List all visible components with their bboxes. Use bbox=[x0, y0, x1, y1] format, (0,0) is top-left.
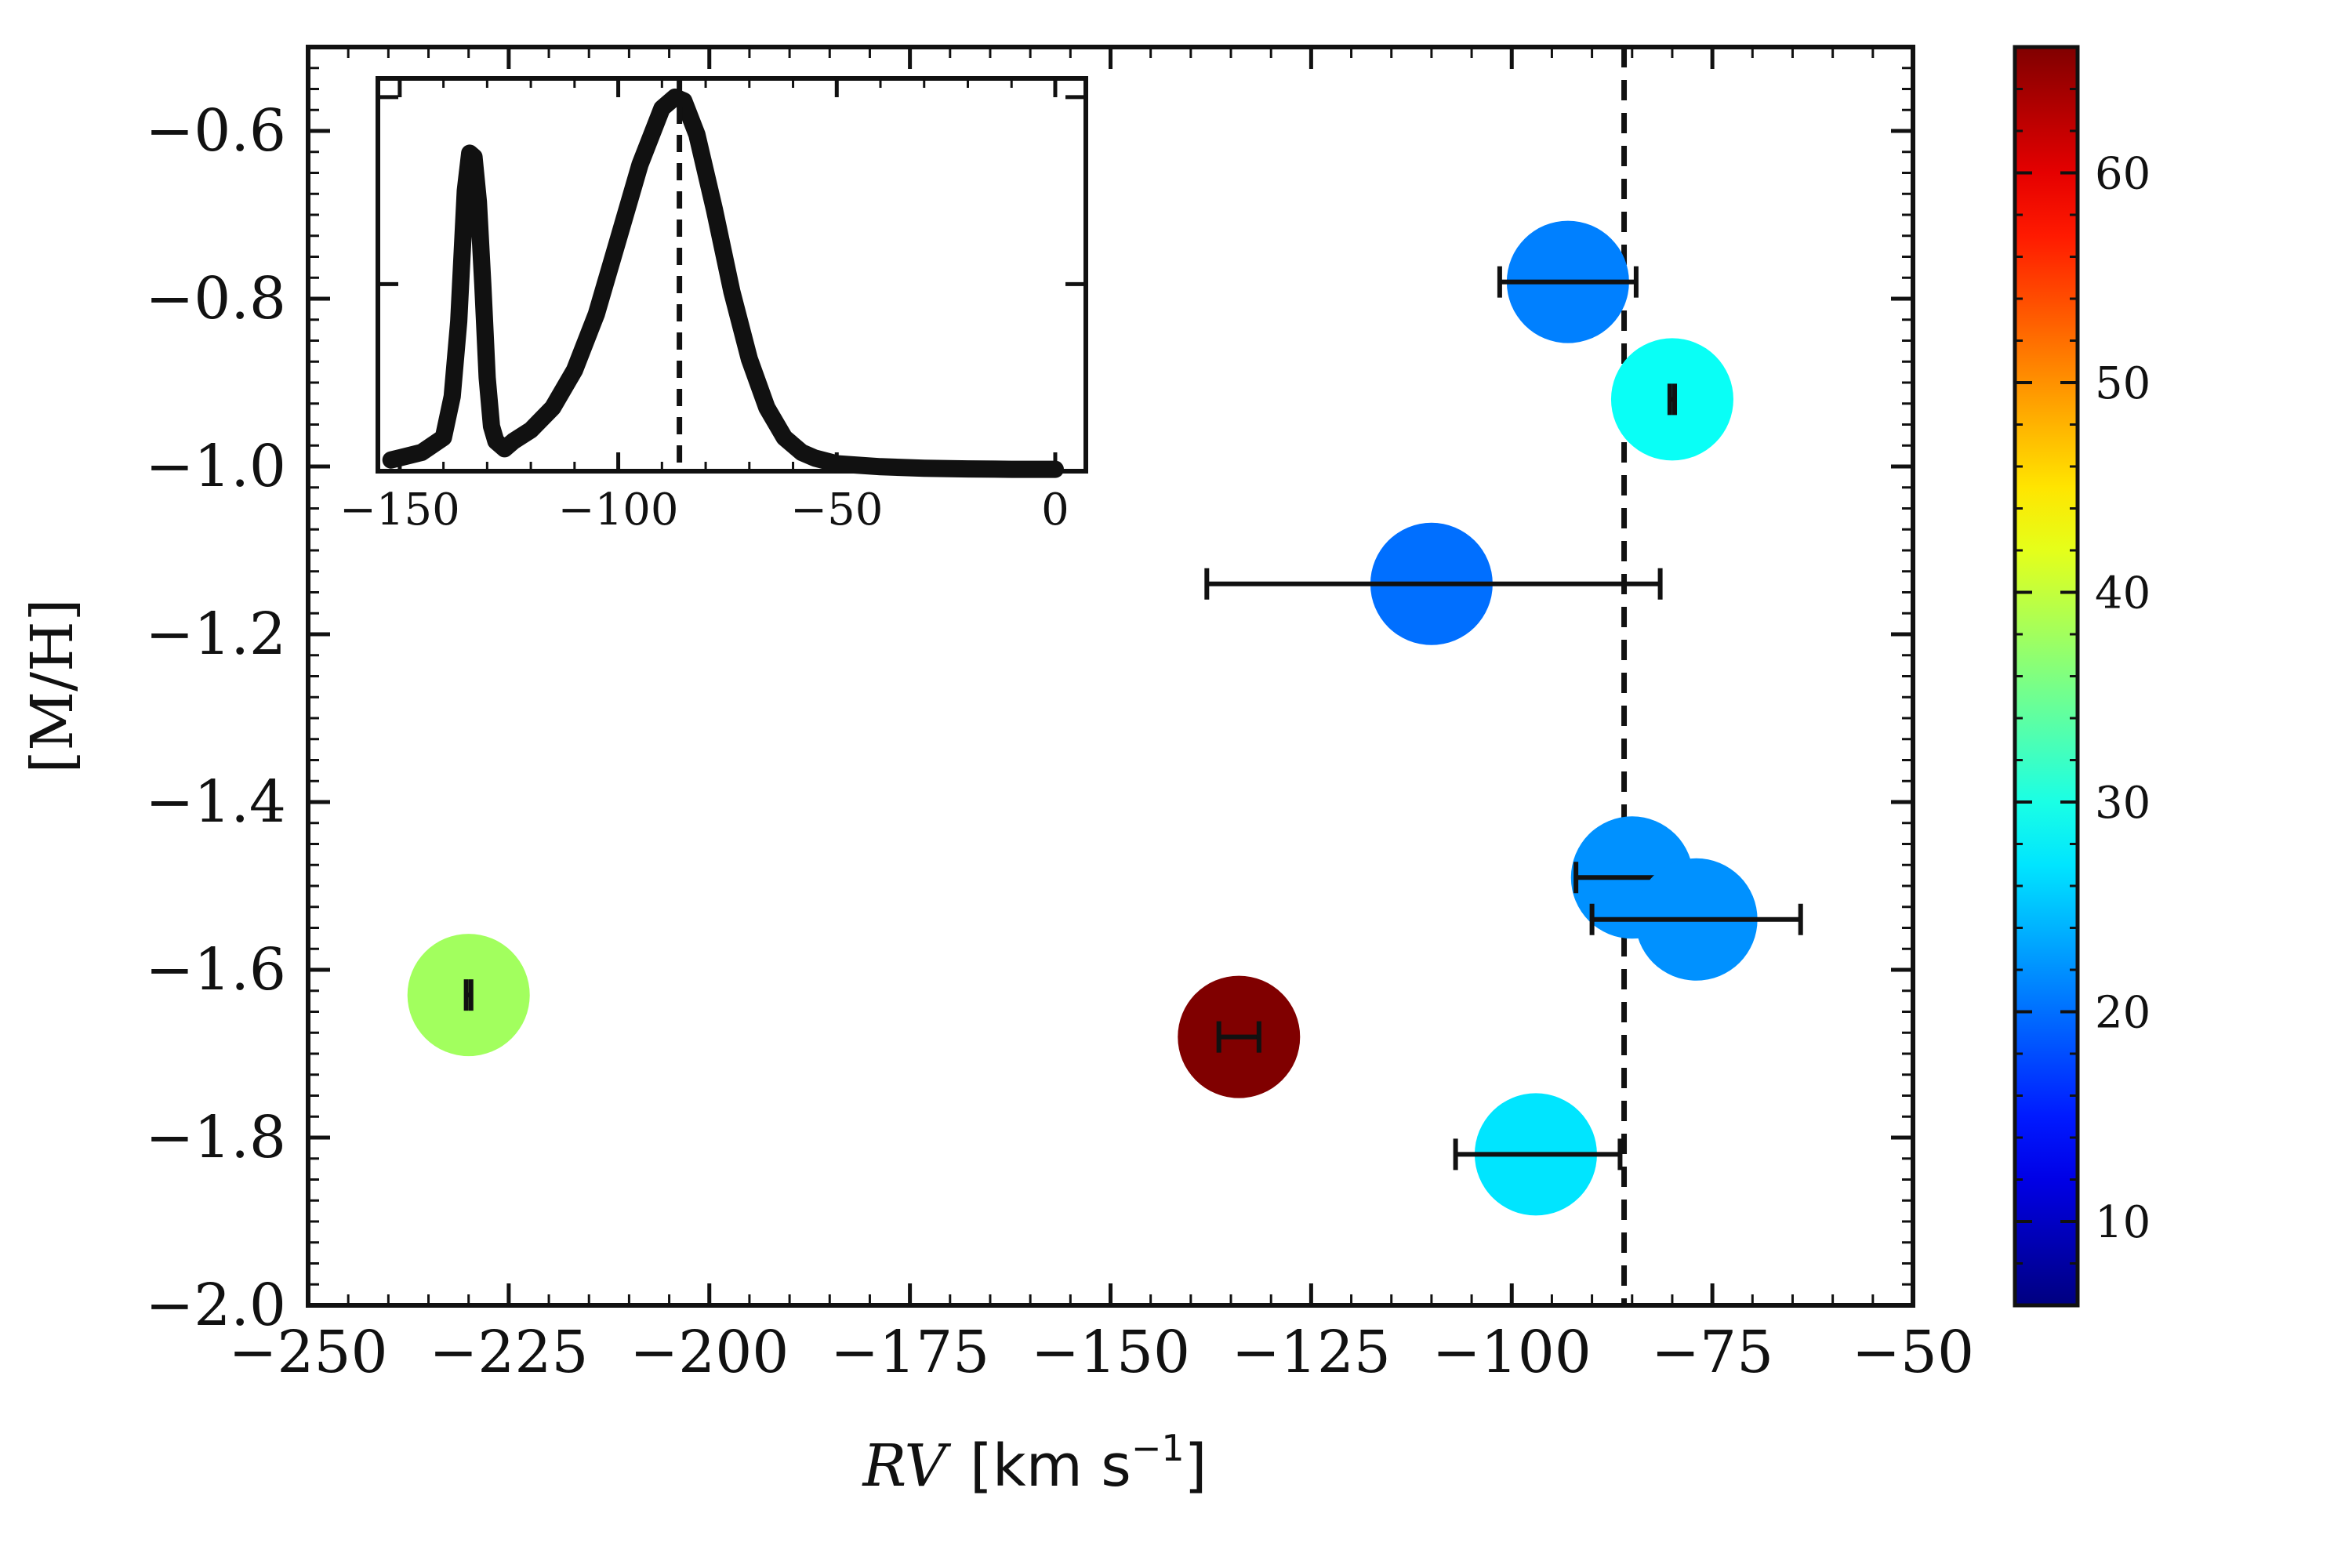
y-tick-label: −1.8 bbox=[145, 1104, 286, 1171]
x-tick-label: −50 bbox=[1852, 1319, 1974, 1386]
inset-x-tick-label: 0 bbox=[1041, 485, 1069, 535]
x-axis-label: RV [km s−1] bbox=[861, 1427, 1207, 1500]
y-axis-label: [M/H] bbox=[19, 599, 86, 774]
y-tick-label: −1.2 bbox=[145, 601, 286, 668]
inset-distribution-line bbox=[382, 88, 1064, 478]
x-axis-label-unit: [km s bbox=[970, 1432, 1131, 1500]
colorbar: 10 20 30 40 50 60 bbox=[2013, 45, 2151, 1308]
x-tick-label: −100 bbox=[1432, 1319, 1592, 1386]
x-axis-label-variable: RV bbox=[861, 1432, 951, 1500]
data-point bbox=[1178, 975, 1301, 1098]
inset-x-tick-label: −150 bbox=[339, 485, 460, 535]
x-tick-label: −125 bbox=[1232, 1319, 1391, 1386]
x-tick-label: −225 bbox=[429, 1319, 588, 1386]
data-point bbox=[407, 934, 530, 1057]
x-tick-label: −150 bbox=[1031, 1319, 1190, 1386]
x-tick-label: −75 bbox=[1651, 1319, 1773, 1386]
colorbar-tick-label: 50 bbox=[2095, 358, 2151, 409]
y-tick-label: −1.6 bbox=[145, 936, 286, 1004]
y-tick-label: −0.8 bbox=[145, 265, 286, 332]
y-tick-label: −1.0 bbox=[145, 433, 286, 500]
data-point bbox=[1589, 858, 1803, 981]
data-point bbox=[1497, 220, 1639, 343]
y-tick-label: −1.4 bbox=[145, 768, 286, 836]
colorbar-gradient bbox=[2013, 45, 2080, 1308]
y-tick-label: −0.6 bbox=[145, 97, 286, 165]
inset-plot-layer: −150 −100 −50 0 bbox=[339, 76, 1088, 535]
x-tick-label: −200 bbox=[630, 1319, 789, 1386]
x-axis-label-exponent: −1 bbox=[1131, 1427, 1185, 1469]
data-point bbox=[1453, 1093, 1623, 1216]
x-axis-label-close: ] bbox=[1185, 1432, 1207, 1500]
colorbar-tick-label: 20 bbox=[2095, 988, 2151, 1039]
data-point bbox=[1610, 338, 1733, 461]
inset-x-tick-label: −50 bbox=[790, 485, 883, 535]
x-tick-label: −175 bbox=[830, 1319, 989, 1386]
colorbar-tick-label: 30 bbox=[2095, 778, 2151, 829]
data-point bbox=[1204, 522, 1663, 645]
main-plot-layer: −250 −225 −200 −175 −150 −125 −100 −75 −50 −0.6 −0… bbox=[145, 45, 1974, 1386]
colorbar-tick-label: 60 bbox=[2095, 149, 2151, 200]
inset-x-tick-label: −100 bbox=[558, 485, 679, 535]
y-tick-label: −2.0 bbox=[145, 1272, 286, 1339]
x-tick-label: −250 bbox=[228, 1319, 387, 1386]
colorbar-tick-label: 10 bbox=[2095, 1197, 2151, 1248]
colorbar-tick-label: 40 bbox=[2095, 568, 2151, 619]
